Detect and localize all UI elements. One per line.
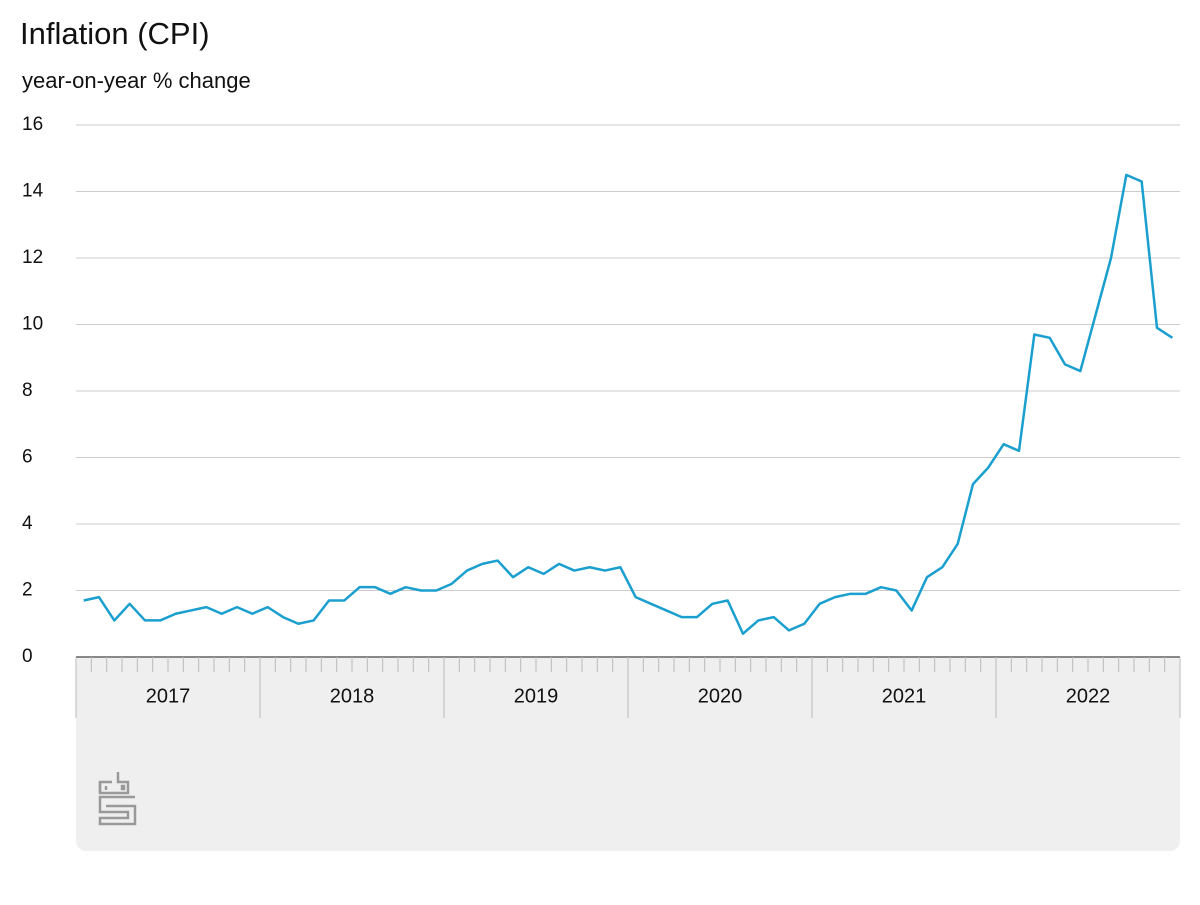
- logo: [98, 772, 137, 826]
- y-tick-label: 12: [22, 247, 43, 268]
- y-tick-label: 16: [22, 114, 43, 135]
- axis-panel: [76, 657, 1180, 851]
- y-tick-label: 2: [22, 580, 33, 601]
- x-tick-label: 2018: [330, 685, 375, 707]
- x-tick-label: 2017: [146, 685, 191, 707]
- y-tick-label: 0: [22, 646, 33, 667]
- chart-title: Inflation (CPI): [20, 16, 210, 51]
- y-tick-label: 10: [22, 314, 43, 335]
- chart-subtitle: year-on-year % change: [22, 68, 251, 93]
- y-tick-label: 14: [22, 181, 44, 202]
- line: [83, 173, 1174, 635]
- x-tick-label: 2019: [514, 685, 559, 707]
- x-tick-label: 2020: [698, 685, 743, 707]
- y-tick-label: 6: [22, 447, 33, 468]
- y-tick-label: 4: [22, 513, 33, 534]
- x-tick-label: 2021: [882, 685, 927, 707]
- y-tick-label: 8: [22, 380, 33, 401]
- x-tick-label: 2022: [1066, 685, 1111, 707]
